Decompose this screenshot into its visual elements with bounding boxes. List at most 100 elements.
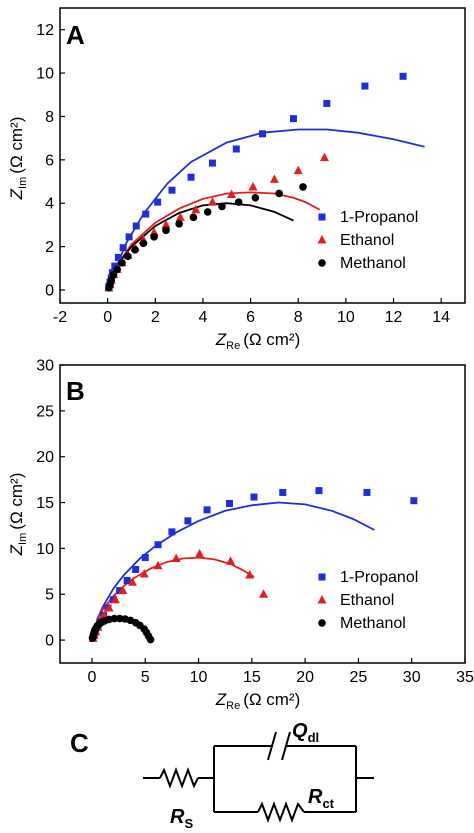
data-point-ethanol [104, 602, 114, 612]
x-tick-label: 4 [198, 309, 207, 326]
y-tick-label: 0 [45, 633, 54, 650]
x-tick-label: 30 [403, 669, 421, 686]
y-tick-label: 10 [36, 66, 54, 83]
y-tick-label: 2 [45, 239, 54, 256]
data-point-methanol [189, 213, 198, 222]
data-point-1-propanol [154, 198, 162, 206]
data-point-1-propanol [250, 493, 258, 501]
qdl-label: Qdl [292, 720, 319, 745]
data-point-ethanol [139, 569, 149, 578]
data-point-ethanol [171, 553, 181, 562]
circuit-wires [143, 731, 374, 823]
data-point-1-propanol [168, 186, 176, 194]
x-tick-label: 20 [296, 669, 314, 686]
data-point-1-propanol [279, 488, 287, 496]
data-point-methanol [218, 202, 226, 211]
data-point-ethanol [153, 560, 163, 570]
data-point-1-propanol [168, 528, 176, 536]
data-point-methanol [131, 246, 139, 254]
data-point-1-propanol [116, 587, 124, 595]
y-tick-label: 12 [36, 22, 54, 39]
data-point-methanol [275, 189, 283, 198]
chart-panel-b: B 0 5 10 15 20 25 30 35 0 5 10 15 20 25 30 1-Propanol E… [7, 358, 474, 713]
data-point-1-propanol [323, 99, 331, 107]
legend-label-1-propanol: 1-Propanol [340, 209, 418, 226]
x-tick-label: 10 [337, 309, 355, 326]
resistor-rct [257, 801, 305, 823]
axis-ticks-b: 0 5 10 15 20 25 30 35 0 5 10 15 20 25 30 [36, 358, 474, 687]
data-point-1-propanol [361, 82, 369, 90]
data-point-methanol [118, 259, 126, 267]
data-point-1-propanol [203, 506, 211, 514]
y-tick-label: 6 [45, 152, 54, 169]
legend-label-1-propanol: 1-Propanol [340, 569, 418, 586]
y-axis-label-a: ZIm(Ω cm²) [7, 117, 29, 201]
data-point-ethanol [191, 204, 201, 214]
data-point-methanol [109, 271, 118, 279]
x-tick-label: 14 [432, 309, 450, 326]
plot-frame-a [59, 7, 466, 304]
axis-ticks-a: -2 0 2 4 6 8 10 12 14 0 2 4 6 8 10 12 [36, 22, 450, 326]
data-point-1-propanol [141, 554, 149, 562]
data-point-methanol [139, 239, 148, 248]
cpe-plate-2 [281, 731, 291, 761]
data-point-ethanol [175, 212, 185, 221]
data-point-methanol [175, 220, 183, 228]
legend-label-ethanol: Ethanol [340, 232, 394, 249]
x-tick-label: 35 [456, 669, 474, 686]
rs-label: RS [170, 806, 193, 831]
chart-panel-a: A -2 0 2 4 6 8 10 12 14 0 2 4 6 8 10 12 1-Propanol Ethan… [7, 7, 466, 352]
data-point-1-propanol [315, 487, 323, 495]
x-tick-label: 15 [243, 669, 261, 686]
data-point-methanol [203, 208, 212, 216]
data-point-methanol [124, 252, 132, 261]
data-points-a [104, 72, 407, 292]
data-point-ethanol [118, 585, 128, 595]
y-tick-label: 4 [45, 196, 54, 213]
legend-marker-ethanol [317, 235, 327, 244]
x-tick-label: 0 [103, 309, 112, 326]
data-point-ethanol [161, 219, 171, 229]
data-point-methanol [234, 198, 243, 206]
x-tick-label: 5 [141, 669, 150, 686]
circuit-diagram: C RS Qdl Rct [70, 720, 374, 831]
data-point-1-propanol [114, 253, 122, 261]
data-point-ethanol [207, 197, 217, 206]
cpe-plate-1 [267, 731, 277, 761]
data-point-ethanol [226, 556, 236, 565]
y-tick-label: 5 [45, 587, 54, 604]
legend-label-methanol: Methanol [340, 255, 406, 272]
data-point-1-propanol [154, 541, 162, 549]
data-point-methanol [150, 233, 158, 241]
data-point-methanol [299, 183, 307, 191]
legend-a: 1-Propanol Ethanol Methanol [317, 209, 418, 272]
panel-label-c: C [70, 728, 89, 758]
legend-marker-ethanol [317, 595, 327, 604]
y-tick-label: 20 [36, 449, 54, 466]
data-point-ethanol [293, 165, 303, 175]
y-axis-label-b: ZIm(Ω cm²) [7, 473, 29, 557]
y-tick-label: 30 [36, 358, 54, 375]
data-point-ethanol [319, 152, 329, 162]
data-point-methanol [162, 226, 170, 235]
x-tick-label: 2 [151, 309, 160, 326]
legend-marker-1-propanol [318, 573, 326, 581]
x-tick-label: 25 [350, 669, 368, 686]
fit-curve-1-propanol [91, 501, 375, 641]
y-tick-label: 0 [45, 282, 54, 299]
fit-curve-ethanol [106, 191, 321, 291]
data-point-ethanol [195, 548, 205, 558]
data-point-1-propanol [208, 159, 216, 167]
data-point-1-propanol [225, 499, 233, 507]
data-point-1-propanol [142, 210, 150, 218]
y-tick-label: 8 [45, 109, 54, 126]
data-point-1-propanol [363, 488, 371, 496]
data-point-ethanol [127, 577, 137, 586]
x-tick-label: 8 [294, 309, 303, 326]
data-point-ethanol [110, 594, 120, 604]
data-point-ethanol [245, 569, 255, 579]
rct-label: Rct [308, 786, 335, 811]
x-tick-label: 6 [246, 309, 255, 326]
panel-label-b: B [66, 376, 85, 406]
